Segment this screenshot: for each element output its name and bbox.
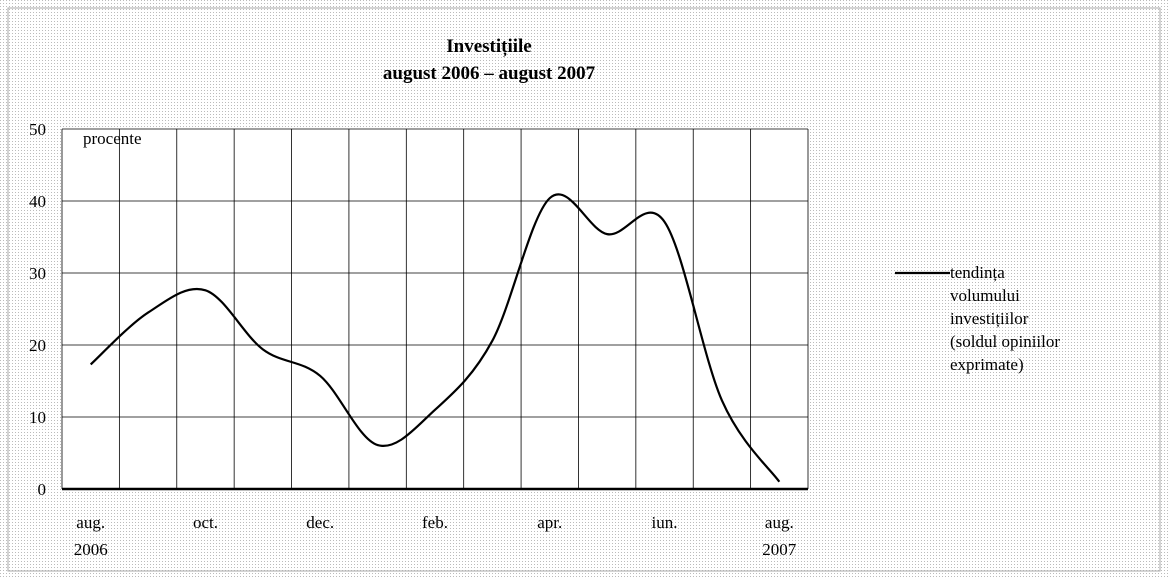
x-tick-label: oct. xyxy=(193,513,218,532)
y-tick-label: 50 xyxy=(29,120,46,139)
y-axis-label: procente xyxy=(83,129,142,148)
chart-subtitle: august 2006 – august 2007 xyxy=(383,63,596,84)
label-bg xyxy=(78,131,154,148)
x-tick-label: dec. xyxy=(306,513,334,532)
x-tick-label: iun. xyxy=(652,513,678,532)
series-line xyxy=(89,193,781,483)
chart-title: Investițiile xyxy=(446,36,532,57)
x-tick-label: aug. 2007 xyxy=(762,513,797,559)
y-tick-label: 30 xyxy=(29,264,46,283)
y-tick-label: 20 xyxy=(29,336,46,355)
y-tick-label: 40 xyxy=(29,192,46,211)
x-tick-label: feb. xyxy=(422,513,448,532)
y-tick-label: 10 xyxy=(29,408,46,427)
frame xyxy=(7,7,1161,572)
x-tick-label: aug. 2006 xyxy=(74,513,108,559)
y-tick-label: 0 xyxy=(38,480,47,499)
x-tick-label: apr. xyxy=(537,513,562,532)
legend-label: tendința volumului investițiilor (soldul op… xyxy=(950,263,1060,374)
plot-area xyxy=(62,129,808,489)
